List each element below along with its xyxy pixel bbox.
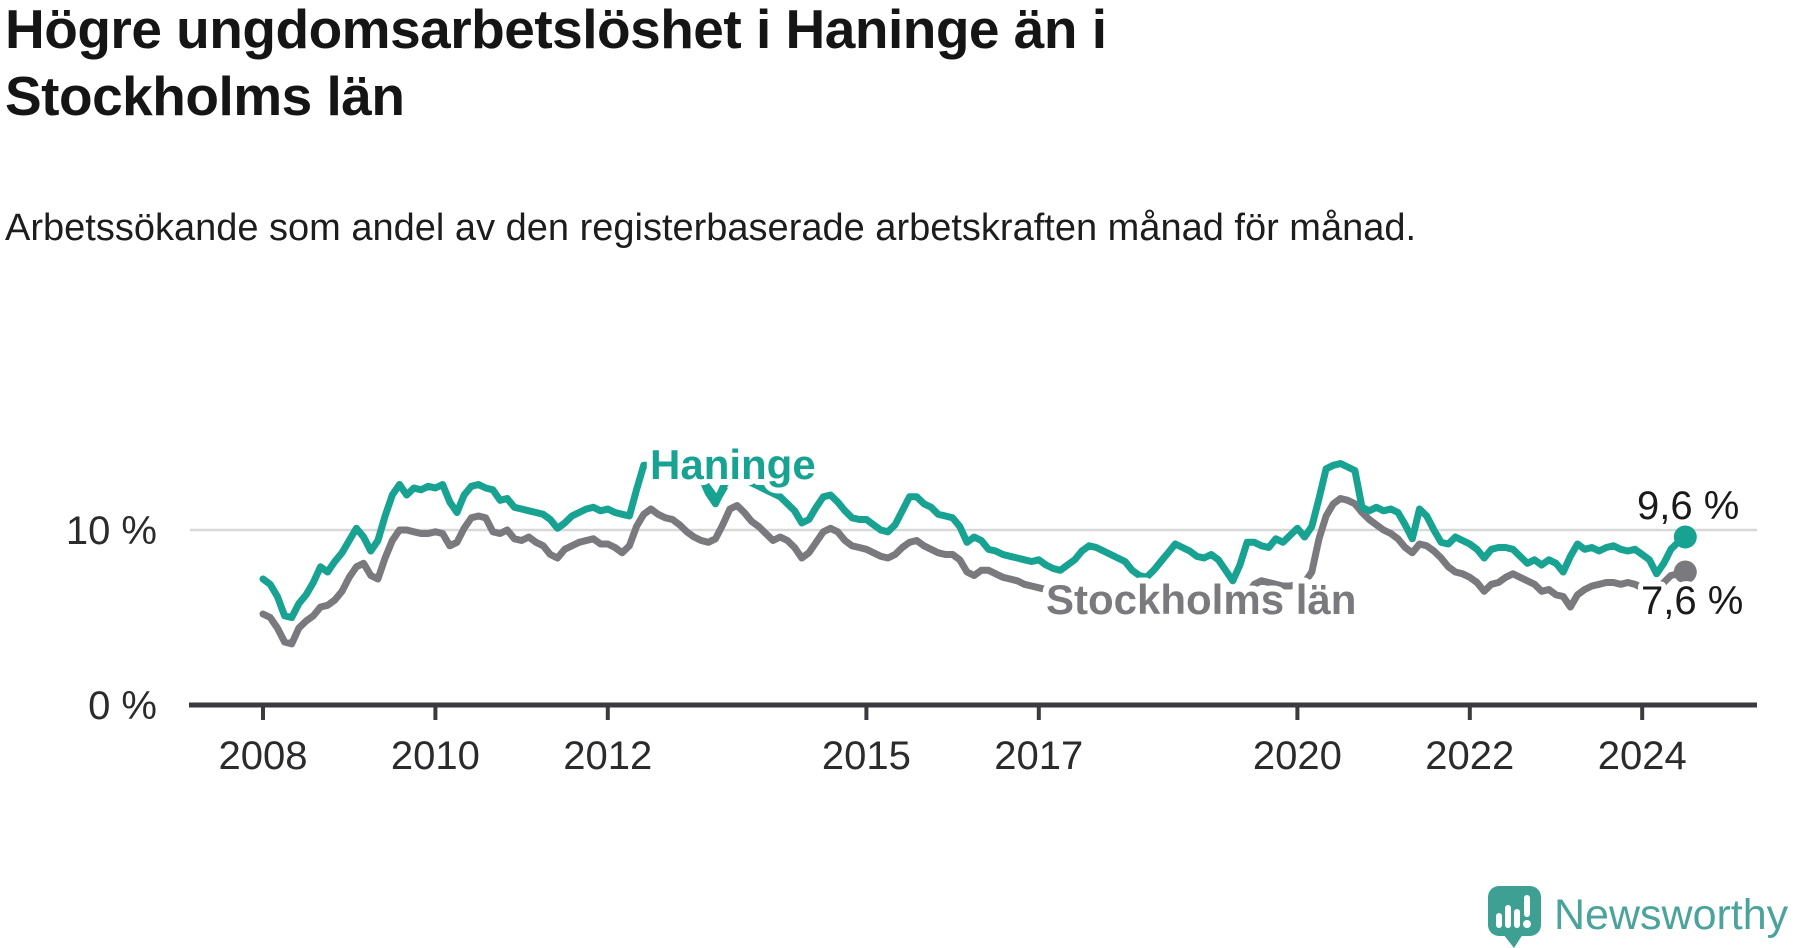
newsworthy-logo: Newsworthy [1488, 886, 1789, 948]
series-line-stockholms-lan [259, 495, 1689, 648]
chart-subtitle: Arbetssökande som andel av den registerb… [5, 207, 1417, 249]
x-tick-label: 2015 [822, 734, 911, 778]
page-title: Högre ungdomsarbetslöshet i Haninge än i… [5, 0, 1107, 128]
y-tick-label: 10 % [66, 509, 157, 553]
series-end-dots [1673, 525, 1697, 584]
x-tick-label: 2008 [219, 734, 308, 778]
x-tick-label: 2012 [563, 734, 652, 778]
series-label-haninge: Haninge [650, 441, 816, 488]
end-value-label-haninge: 9,6 % [1637, 484, 1739, 528]
series-lines [259, 460, 1689, 648]
newsworthy-logo-icon [1488, 886, 1541, 948]
x-tick-marks [261, 705, 1645, 720]
y-tick-label: 0 % [88, 684, 157, 728]
series-label-stockholms-lan: Stockholms län [1046, 576, 1356, 623]
series-line-haninge [259, 460, 1689, 621]
x-tick-label: 2024 [1598, 734, 1687, 778]
x-tick-labels: 2008 2010 2012 2015 2017 2020 2022 2024 [219, 734, 1687, 778]
end-value-label-stockholms-lan: 7,6 % [1641, 579, 1743, 623]
y-tick-labels: 10 % 0 % [66, 509, 157, 728]
x-tick-label: 2022 [1425, 734, 1514, 778]
x-tick-label: 2017 [994, 734, 1083, 778]
newsworthy-logo-text: Newsworthy [1554, 891, 1789, 939]
end-dot-haninge [1673, 525, 1697, 549]
x-tick-label: 2020 [1253, 734, 1342, 778]
end-dot-stockholms-lan [1673, 560, 1697, 584]
x-tick-label: 2010 [391, 734, 480, 778]
haninge-label-pointer-icon [703, 483, 728, 507]
